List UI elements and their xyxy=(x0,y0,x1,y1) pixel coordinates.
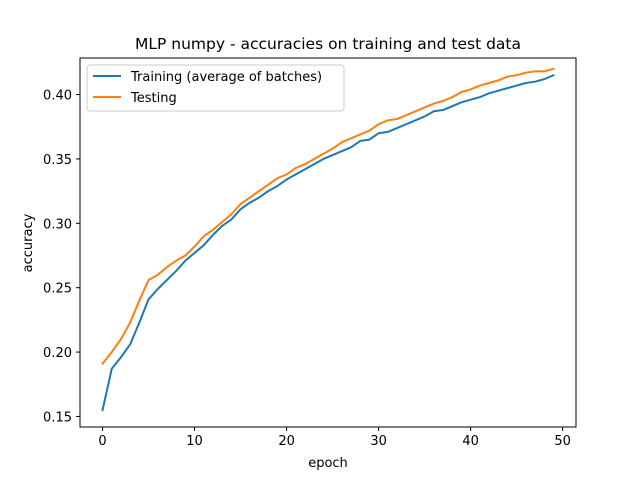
legend-label-testing: Testing xyxy=(130,91,177,106)
x-axis-title: epoch xyxy=(308,456,348,471)
x-tick-label: 50 xyxy=(554,434,571,449)
series-line-testing xyxy=(101,67,555,366)
y-tick-label: 0.30 xyxy=(43,217,72,232)
legend-label-training: Training (average of batches) xyxy=(130,70,322,85)
y-tick-label: 0.35 xyxy=(43,153,72,168)
x-tick-label: 10 xyxy=(186,434,203,449)
y-tick-label: 0.25 xyxy=(43,282,72,297)
series-line-training-average-of-batches xyxy=(101,73,555,412)
y-tick-label: 0.20 xyxy=(43,346,72,361)
y-axis-title: accuracy xyxy=(21,213,36,272)
legend-box xyxy=(86,64,345,112)
y-tick-label: 0.15 xyxy=(43,410,72,425)
x-tick-label: 40 xyxy=(462,434,479,449)
series-layer xyxy=(101,67,555,412)
y-tick-label: 0.40 xyxy=(43,89,72,104)
x-axis-ticks: 0 10 20 30 40 50 xyxy=(98,427,571,449)
x-tick-label: 0 xyxy=(98,434,106,449)
y-axis-ticks: 0.15 0.20 0.25 0.30 0.35 0.40 xyxy=(43,89,80,425)
plot-area-frame xyxy=(79,57,577,428)
legend: Training (average of batches) Testing xyxy=(86,64,345,112)
x-tick-label: 20 xyxy=(278,434,295,449)
x-tick-label: 30 xyxy=(370,434,387,449)
chart-title: MLP numpy - accuracies on training and t… xyxy=(135,35,521,53)
